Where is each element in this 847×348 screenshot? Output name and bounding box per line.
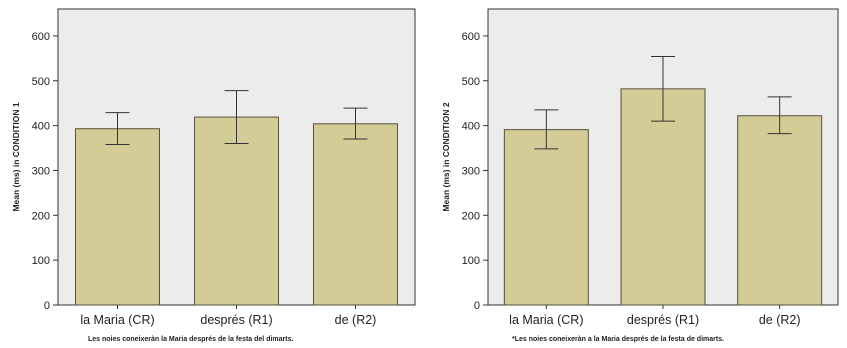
x-tick-label: de (R2) xyxy=(759,313,801,327)
chart-condition-1: 0 100 200 300 400 500 600 la Maria (CR) després… xyxy=(11,8,416,343)
y-tick-label: 200 xyxy=(462,210,480,222)
y-tick-label: 100 xyxy=(462,255,480,267)
bar xyxy=(503,129,589,306)
bar xyxy=(194,116,279,306)
x-tick-label: la Maria (CR) xyxy=(80,313,154,327)
y-tick-label: 300 xyxy=(32,165,50,177)
bar xyxy=(313,123,398,306)
y-tick-label: 500 xyxy=(32,76,50,88)
chart-caption: Les noies coneixeràn la Maria després de… xyxy=(88,336,293,343)
y-tick-label: 200 xyxy=(32,210,50,222)
x-tick-label: després (R1) xyxy=(627,313,699,327)
y-tick-label: 500 xyxy=(462,76,480,88)
bar xyxy=(75,128,160,306)
y-axis-label: Mean (ms) in CONDITION 1 xyxy=(11,102,21,211)
y-tick-label: 400 xyxy=(462,121,480,133)
y-tick-label: 600 xyxy=(32,31,50,43)
chart-condition-2: 0 100 200 300 400 500 600 la Maria (CR) després… xyxy=(441,8,839,343)
bar xyxy=(737,115,823,306)
chart-caption: *Les noies coneixeràn a la Maria després… xyxy=(512,336,724,343)
bar xyxy=(620,88,706,306)
x-tick-label: de (R2) xyxy=(335,313,377,327)
y-tick-label: 0 xyxy=(44,300,50,312)
x-tick-label: la Maria (CR) xyxy=(509,313,583,327)
y-tick-label: 300 xyxy=(462,165,480,177)
y-tick-label: 400 xyxy=(32,121,50,133)
y-tick-label: 100 xyxy=(32,255,50,267)
y-tick-label: 0 xyxy=(474,300,480,312)
x-tick-label: després (R1) xyxy=(200,313,272,327)
y-axis-label: Mean (ms) in CONDITION 2 xyxy=(441,102,451,211)
y-tick-label: 600 xyxy=(462,31,480,43)
